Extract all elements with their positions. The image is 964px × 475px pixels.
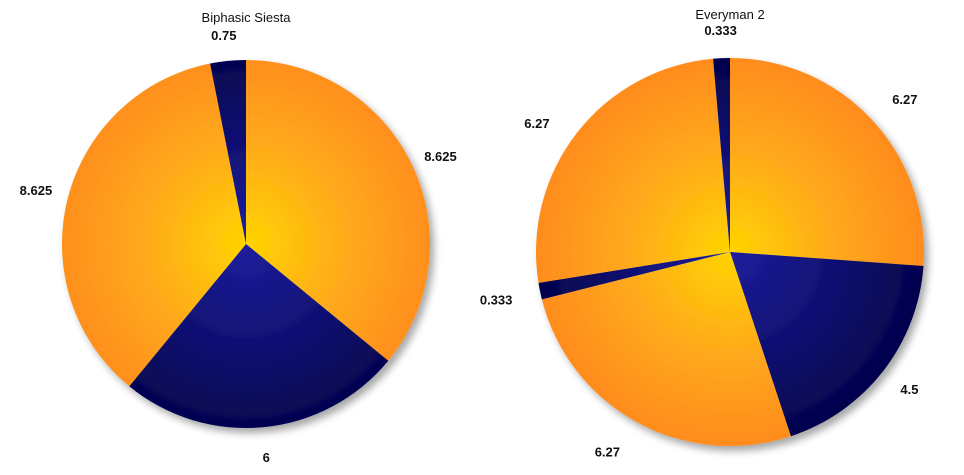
slice-data-label: 0.333 xyxy=(704,23,737,38)
chart-title-biphasic-siesta: Biphasic Siesta xyxy=(202,10,292,25)
pie-slice xyxy=(536,58,730,283)
pie-slice xyxy=(62,63,247,387)
slice-data-label: 6.27 xyxy=(892,92,917,107)
slice-data-label: 4.5 xyxy=(900,382,918,397)
pie-labels-biphasic-siesta: 8.625 6 8.625 0.75 xyxy=(20,28,457,465)
pie-slice xyxy=(541,252,791,447)
pie-chart-everyman-2 xyxy=(536,58,924,447)
slice-data-label: 6.27 xyxy=(595,444,620,459)
slice-data-label: 0.333 xyxy=(480,293,513,308)
pie-slice xyxy=(730,252,924,437)
pie-slice xyxy=(730,58,924,267)
pie-slice xyxy=(246,60,430,361)
slice-data-label: 6 xyxy=(263,450,270,465)
pie-slice xyxy=(538,252,730,300)
slice-data-label: 8.625 xyxy=(424,149,457,164)
slice-data-label: 0.75 xyxy=(211,28,236,43)
pie-slice xyxy=(713,58,730,252)
pie-labels-everyman-2: 6.27 4.5 6.27 0.333 6.27 0.333 xyxy=(480,23,919,459)
pie-slice xyxy=(210,60,246,244)
chart-title-everyman-2: Everyman 2 xyxy=(695,7,764,22)
pie-chart-biphasic-siesta xyxy=(62,60,430,428)
slice-data-label: 6.27 xyxy=(524,116,549,131)
pie-slice xyxy=(129,244,389,428)
slice-data-label: 8.625 xyxy=(20,183,53,198)
